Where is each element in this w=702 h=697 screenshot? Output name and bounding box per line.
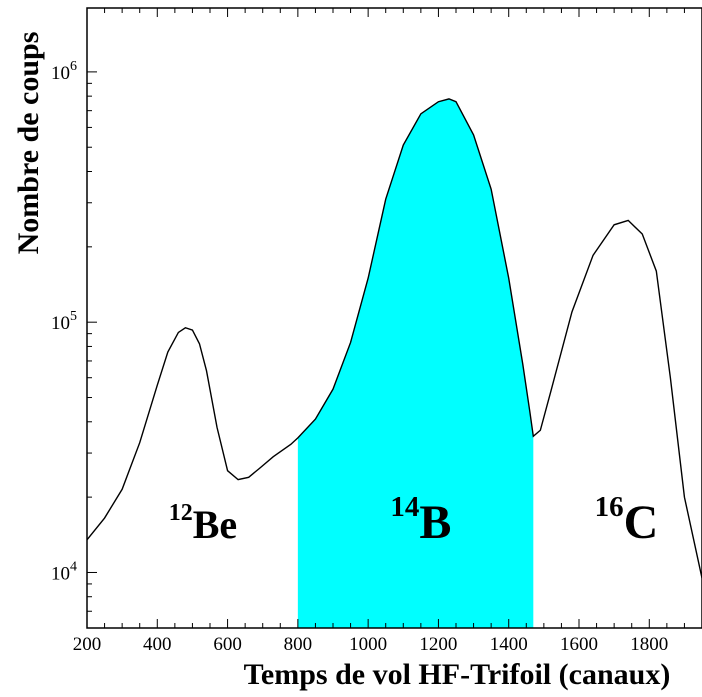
plot-frame bbox=[86, 7, 702, 629]
y-axis-title: Nombre de coups bbox=[12, 32, 45, 255]
x-tick-label: 1800 bbox=[630, 634, 668, 655]
x-axis-title: Temps de vol HF-Trifoil (canaux) bbox=[244, 658, 671, 691]
y-tick-label: 105 bbox=[51, 309, 77, 334]
annotation-layer: 12Be 14B 16C bbox=[169, 491, 659, 549]
x-tick-label: 400 bbox=[143, 634, 172, 655]
x-tick-label: 1400 bbox=[490, 634, 528, 655]
x-tick-label: 1000 bbox=[349, 634, 387, 655]
annotation-c16: 16C bbox=[595, 491, 659, 549]
x-tick-label: 200 bbox=[73, 634, 102, 655]
annotation-be12: 12Be bbox=[169, 500, 237, 547]
series-line-layer bbox=[86, 98, 702, 579]
y-tick-label: 104 bbox=[51, 559, 77, 584]
x-tick-label: 1600 bbox=[560, 634, 598, 655]
x-tick-label: 600 bbox=[213, 634, 242, 655]
tick-layer: 200 400 600 800 1000 1200 1400 1600 1800 104 105 10… bbox=[51, 8, 702, 655]
annotation-b14: 14B bbox=[390, 491, 451, 549]
series-line bbox=[86, 98, 702, 579]
highlight-area bbox=[297, 98, 534, 628]
x-tick-label: 1200 bbox=[419, 634, 457, 655]
highlight-fill-layer bbox=[297, 98, 534, 628]
x-tick-label: 800 bbox=[284, 634, 313, 655]
y-tick-label: 106 bbox=[51, 59, 77, 84]
